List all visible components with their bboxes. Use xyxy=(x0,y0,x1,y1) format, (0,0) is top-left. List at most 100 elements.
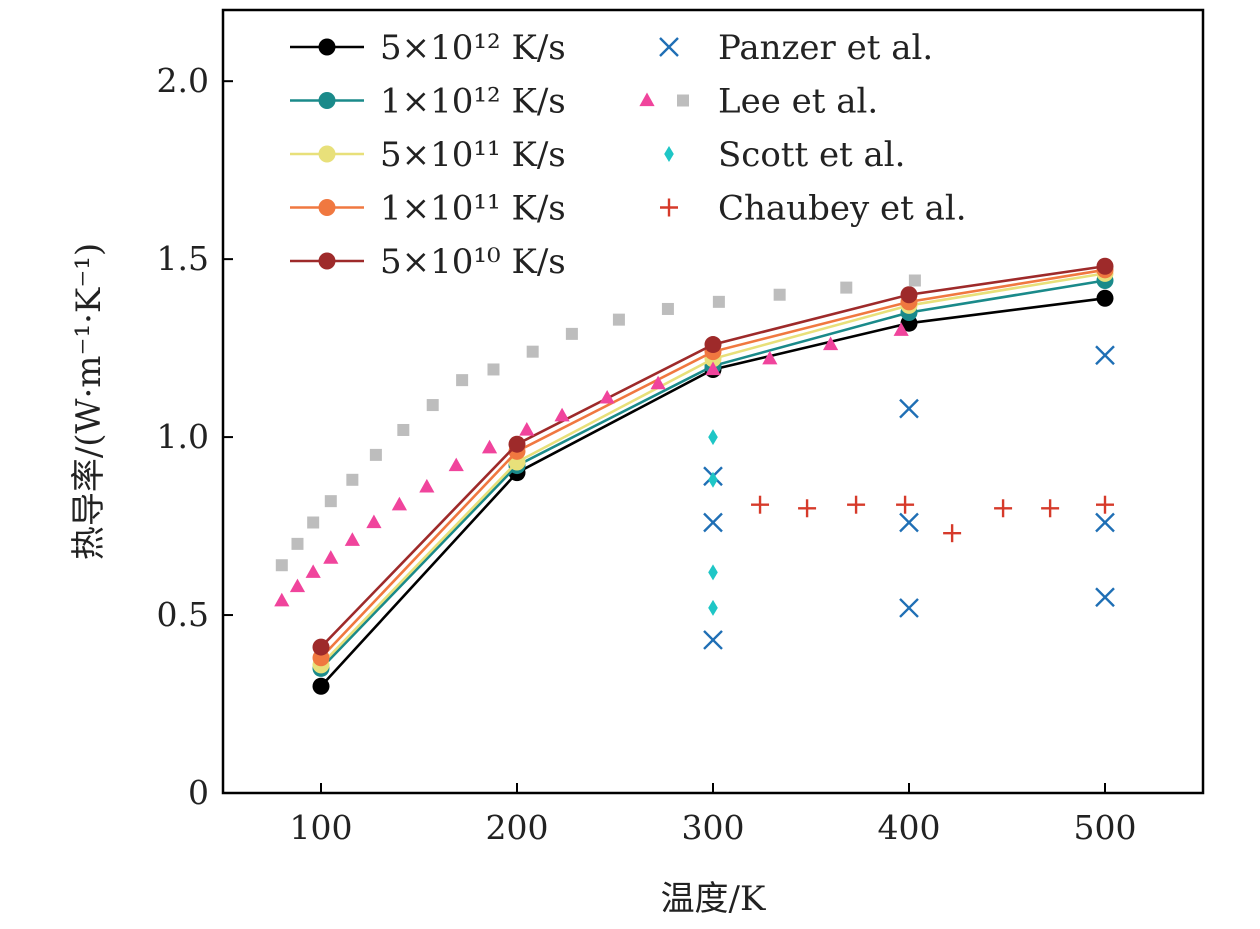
data-point xyxy=(323,550,339,564)
legend-item: 5×10¹² K/s xyxy=(290,28,566,68)
legend-item: 5×10¹⁰ K/s xyxy=(290,242,566,282)
data-point xyxy=(712,295,725,308)
legend-marker xyxy=(318,199,336,216)
data-point xyxy=(565,327,578,340)
legend-label: Lee et al. xyxy=(718,82,878,122)
data-point xyxy=(369,448,382,461)
series-9 xyxy=(751,495,1114,543)
legend-label: Chaubey et al. xyxy=(718,189,967,229)
data-point xyxy=(751,495,770,514)
data-point xyxy=(307,516,320,529)
legend-item: Lee et al. xyxy=(639,82,878,122)
legend-marker xyxy=(659,37,679,57)
data-point xyxy=(893,322,909,336)
legend-label: 1×10¹¹ K/s xyxy=(380,189,566,229)
data-point-stroke-b xyxy=(899,398,919,419)
data-point xyxy=(708,564,718,581)
data-point-stroke-b xyxy=(899,598,919,618)
data-point xyxy=(847,495,866,514)
data-point-stroke-b xyxy=(703,512,723,533)
legend-item: Panzer et al. xyxy=(659,28,933,68)
data-point xyxy=(274,592,290,607)
legend-item: 1×10¹² K/s xyxy=(290,82,566,122)
data-point xyxy=(705,361,721,376)
data-point xyxy=(908,274,921,287)
x-tick-label: 400 xyxy=(878,808,941,847)
legend-item: Chaubey et al. xyxy=(660,189,967,229)
plot-area xyxy=(274,257,1115,695)
data-point xyxy=(324,495,337,508)
data-point xyxy=(456,374,469,387)
x-tick-label: 100 xyxy=(290,808,353,847)
data-point xyxy=(896,495,915,514)
x-axis-ticks: 100 200 300 400 500 xyxy=(290,783,1137,847)
legend-item: 5×10¹¹ K/s xyxy=(290,135,566,175)
data-point xyxy=(599,389,615,404)
data-point xyxy=(650,375,666,390)
data-point xyxy=(762,350,778,365)
legend-marker xyxy=(639,92,655,107)
data-point xyxy=(773,288,786,301)
data-point xyxy=(703,630,723,650)
series-5 xyxy=(703,345,1115,650)
x-tick-label: 500 xyxy=(1074,808,1137,847)
series-line xyxy=(320,264,1106,648)
data-point xyxy=(426,399,439,412)
data-point xyxy=(487,363,500,376)
legend-marker xyxy=(660,198,678,217)
data-point xyxy=(526,345,539,358)
data-point xyxy=(1041,499,1060,518)
data-point xyxy=(840,281,853,294)
data-point xyxy=(798,499,817,518)
data-point xyxy=(899,512,919,533)
plot-frame xyxy=(221,8,1205,795)
data-point xyxy=(1096,257,1114,275)
data-point xyxy=(612,313,625,326)
data-point xyxy=(823,336,839,351)
x-tick-label: 300 xyxy=(682,808,745,847)
legend-marker xyxy=(664,146,674,162)
data-point xyxy=(994,499,1013,518)
legend-label: 5×10¹⁰ K/s xyxy=(380,242,566,282)
data-point xyxy=(899,398,919,419)
y-axis-title: 热导率/(W·m⁻¹·K⁻¹) xyxy=(69,243,109,560)
data-point xyxy=(346,473,359,486)
legend-marker xyxy=(677,94,689,107)
series-line xyxy=(320,268,1106,659)
data-point xyxy=(1096,495,1114,514)
data-point xyxy=(419,478,435,493)
series-6 xyxy=(274,322,909,607)
x-axis-title: 温度/K xyxy=(661,879,766,919)
data-point xyxy=(708,429,718,446)
y-axis-ticks: 0 0.5 1.0 1.5 2.0 xyxy=(157,61,233,812)
data-point xyxy=(344,532,360,546)
legend-label: 5×10¹¹ K/s xyxy=(380,135,566,175)
data-point xyxy=(312,677,330,695)
data-point-stroke-b xyxy=(899,512,919,533)
data-point xyxy=(1095,512,1115,533)
y-tick-label: 0 xyxy=(188,773,209,812)
legend-item: 1×10¹¹ K/s xyxy=(290,189,566,229)
data-point xyxy=(1096,289,1114,307)
y-tick-label: 0.5 xyxy=(157,595,209,634)
y-tick-label: 2.0 xyxy=(157,61,209,100)
data-point xyxy=(275,559,288,572)
data-point xyxy=(508,435,526,453)
data-point xyxy=(899,598,919,618)
data-point xyxy=(519,421,535,436)
legend-marker xyxy=(318,92,336,109)
data-point-stroke-b xyxy=(703,630,723,650)
legend: 5×10¹² K/s 1×10¹² K/s 5×10¹¹ K/s 1×10¹¹ K/s… xyxy=(290,28,967,282)
series-4 xyxy=(312,257,1114,656)
data-point xyxy=(703,512,723,533)
axes xyxy=(221,8,1205,795)
legend-label: Panzer et al. xyxy=(718,28,933,68)
y-tick-label: 1.5 xyxy=(157,239,209,278)
data-point xyxy=(661,302,674,315)
data-point xyxy=(312,638,330,656)
data-point xyxy=(704,336,722,354)
legend-marker-stroke-b xyxy=(659,37,679,57)
series-8 xyxy=(708,429,718,616)
legend-item: Scott et al. xyxy=(664,135,905,175)
